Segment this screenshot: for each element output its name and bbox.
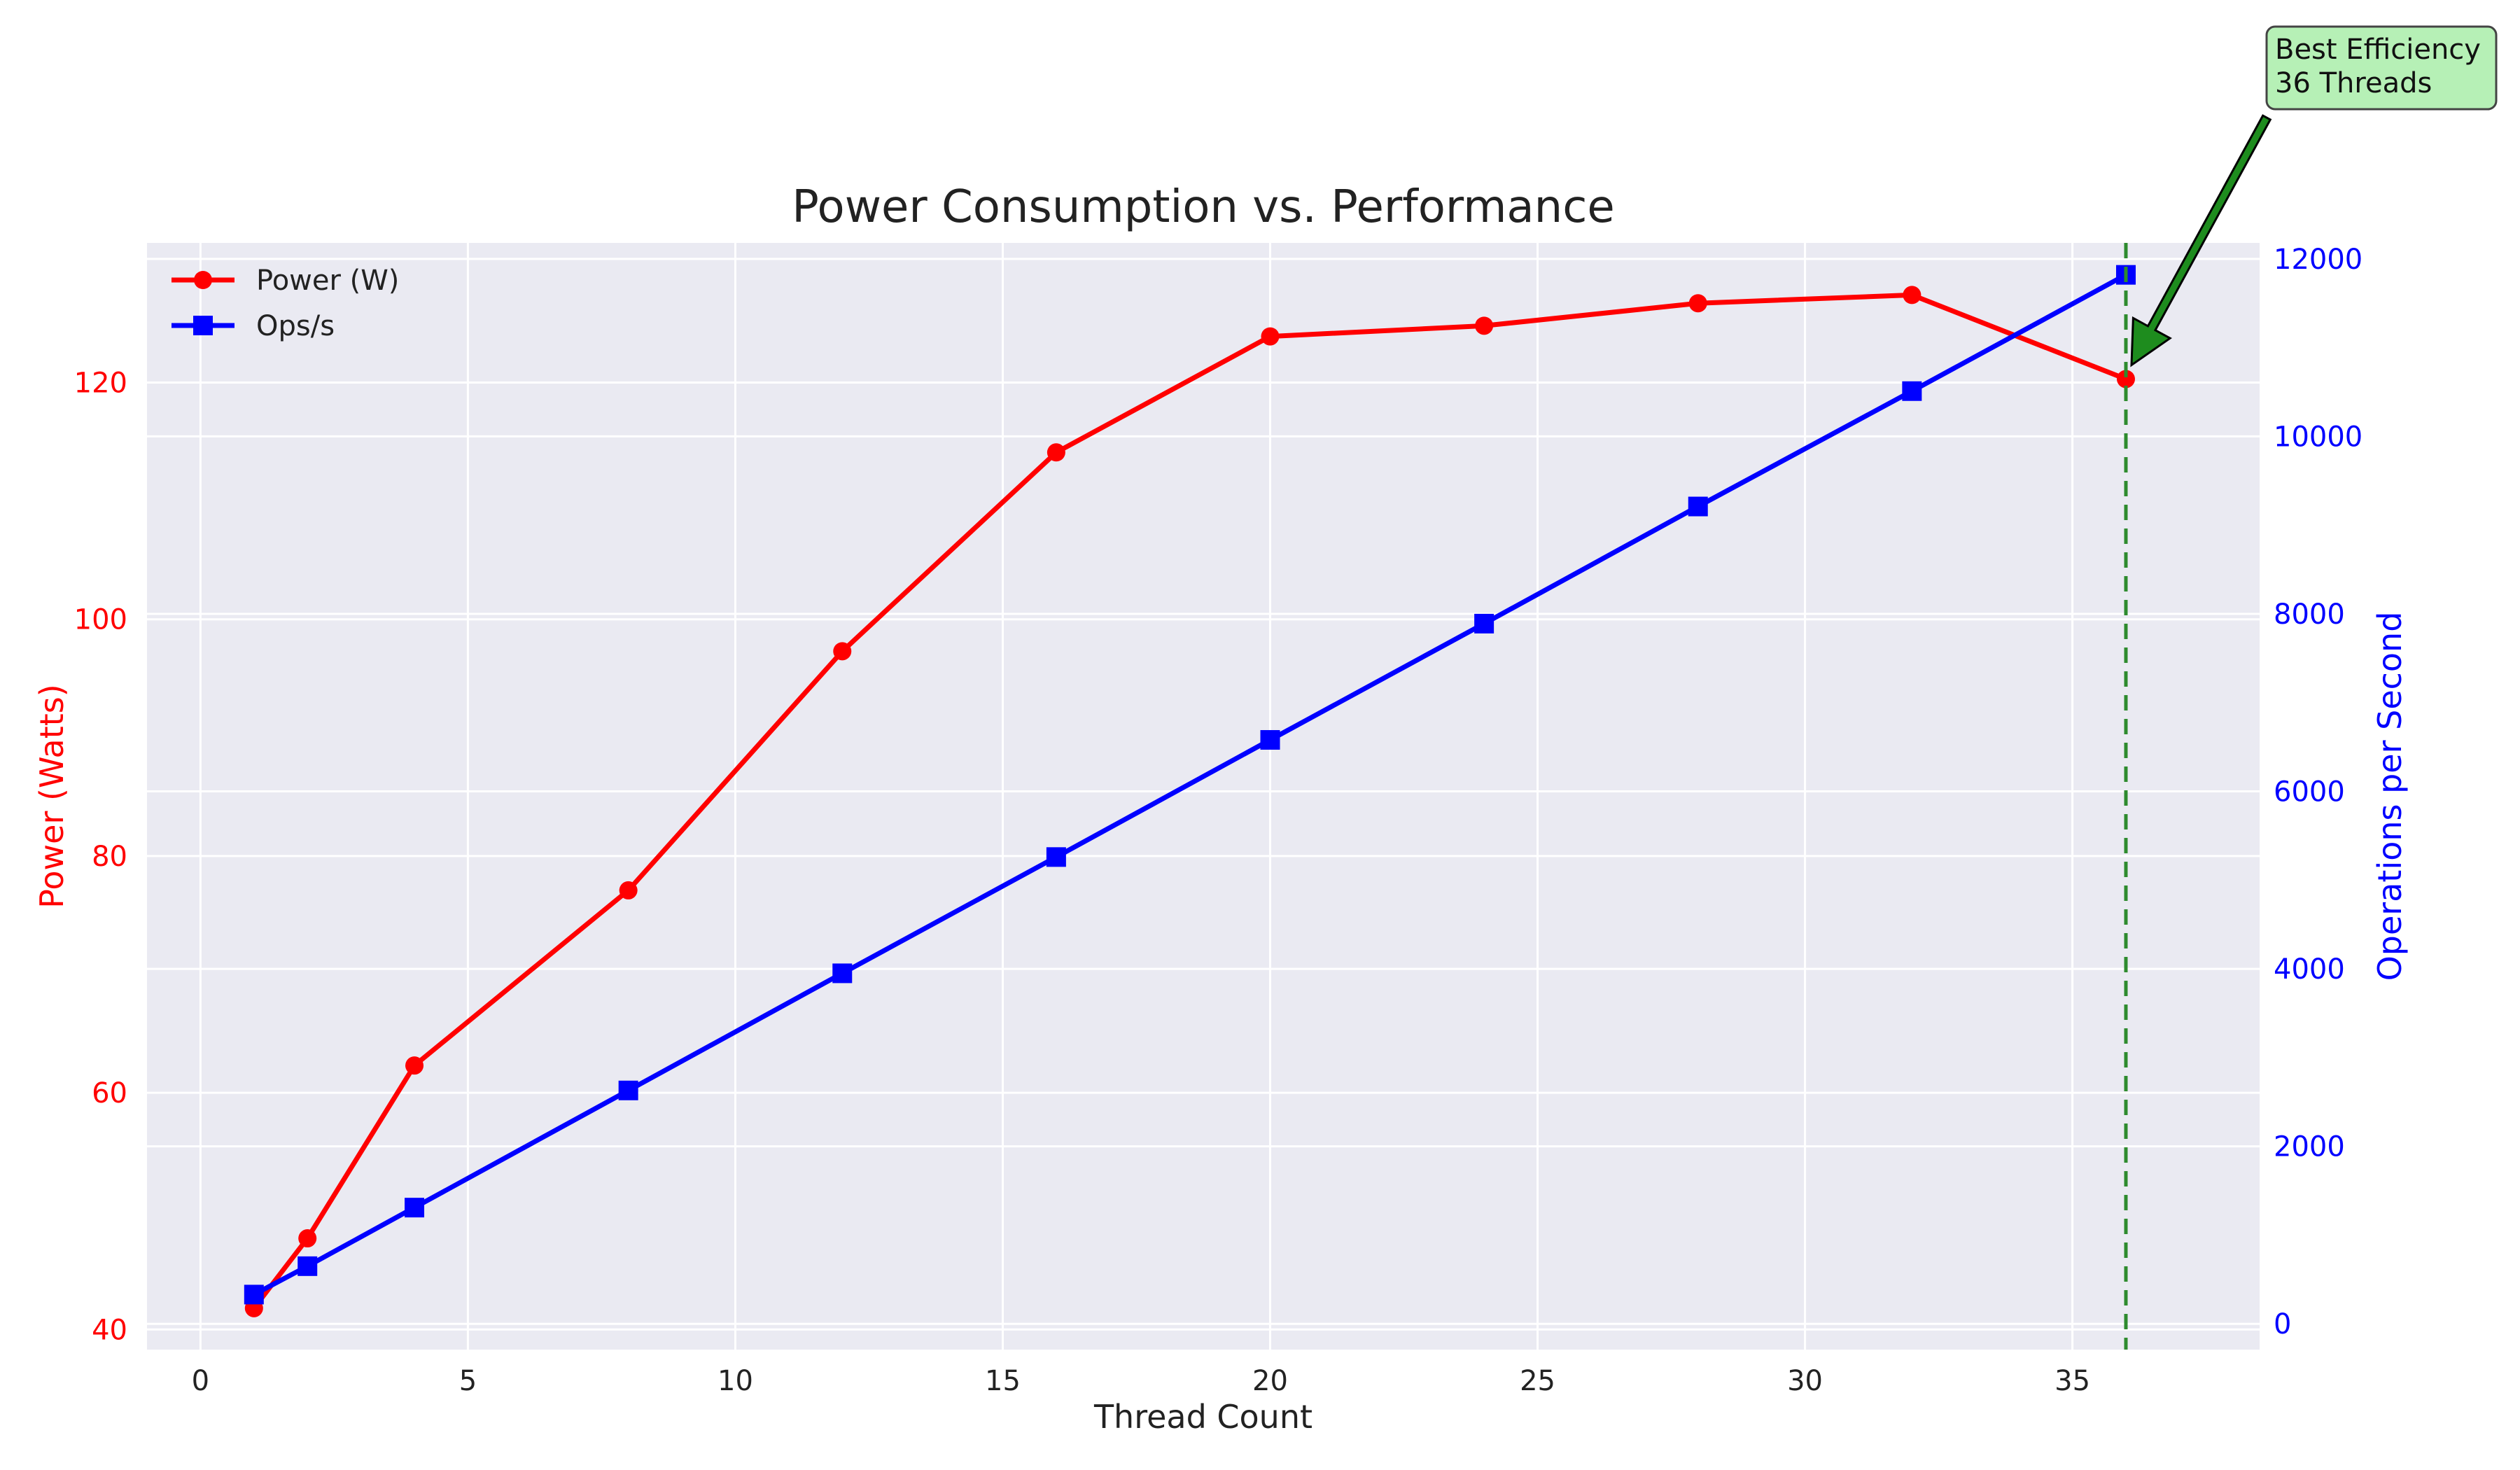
y-right-tick-label: 12000 xyxy=(2274,244,2362,276)
annotation-text-line-1: Best Efficiency xyxy=(2275,34,2481,66)
tick-labels: 0 5 10 15 20 25 30 35 40 60 80 100 120 0 2000 4000 6000 8… xyxy=(74,244,2363,1397)
y-right-tick-label: 6000 xyxy=(2274,776,2345,808)
y-right-tick-label: 8000 xyxy=(2274,598,2345,631)
legend-marker-ops xyxy=(193,316,213,335)
y-left-tick-label: 40 xyxy=(92,1314,127,1346)
y-left-axis-label: Power (Watts) xyxy=(33,684,71,908)
power-point xyxy=(833,642,852,661)
legend-label-ops: Ops/s xyxy=(256,310,335,342)
power-point xyxy=(619,881,638,899)
power-point xyxy=(1046,443,1065,462)
legend-marker-power xyxy=(194,271,212,289)
x-tick-label: 15 xyxy=(985,1365,1021,1397)
legend: Power (W) Ops/s xyxy=(172,265,399,342)
annotation-text-line-2: 36 Threads xyxy=(2275,67,2432,99)
power-point xyxy=(1903,286,1921,304)
x-tick-label: 10 xyxy=(718,1365,753,1397)
ops-point xyxy=(1474,613,1494,634)
ops-point xyxy=(1260,729,1280,750)
power-point xyxy=(1475,316,1494,335)
power-point xyxy=(1688,294,1707,313)
ops-point xyxy=(1688,496,1708,517)
y-right-tick-label: 0 xyxy=(2274,1308,2291,1340)
ops-point xyxy=(244,1284,264,1305)
x-tick-label: 35 xyxy=(2054,1365,2090,1397)
x-axis-label: Thread Count xyxy=(1093,1398,1312,1436)
chart-title: Power Consumption vs. Performance xyxy=(792,181,1615,233)
series-layer xyxy=(244,265,2136,1317)
x-tick-label: 0 xyxy=(192,1365,209,1397)
ops-point xyxy=(832,963,853,983)
y-left-tick-label: 120 xyxy=(74,368,127,400)
power-point xyxy=(298,1229,317,1248)
power-point xyxy=(1261,327,1280,346)
power-point xyxy=(2116,370,2135,388)
y-right-tick-label: 2000 xyxy=(2274,1131,2345,1163)
ops-point xyxy=(298,1256,318,1276)
ops-point xyxy=(405,1198,425,1218)
gridlines xyxy=(147,243,2260,1350)
x-tick-label: 25 xyxy=(1520,1365,1555,1397)
ops-point xyxy=(618,1080,638,1100)
y-left-tick-label: 60 xyxy=(92,1077,127,1110)
ops-point xyxy=(1046,847,1066,867)
power-point xyxy=(405,1056,424,1075)
annotation-box xyxy=(2265,25,2498,111)
y-right-tick-label: 10000 xyxy=(2274,421,2362,453)
y-right-axis-label: Operations per Second xyxy=(2371,612,2409,981)
y-left-tick-label: 80 xyxy=(92,841,127,873)
x-tick-label: 30 xyxy=(1787,1365,1823,1397)
legend-label-power: Power (W) xyxy=(256,265,399,297)
x-tick-label: 5 xyxy=(459,1365,477,1397)
plot-background xyxy=(147,243,2260,1350)
y-left-tick-label: 100 xyxy=(74,604,127,636)
x-tick-label: 20 xyxy=(1252,1365,1288,1397)
annotation-arrow xyxy=(2130,114,2272,368)
annotation-layer: Best Efficiency 36 Threads xyxy=(2124,25,2498,1350)
y-right-tick-label: 4000 xyxy=(2274,953,2345,986)
ops-point xyxy=(1902,381,1922,401)
